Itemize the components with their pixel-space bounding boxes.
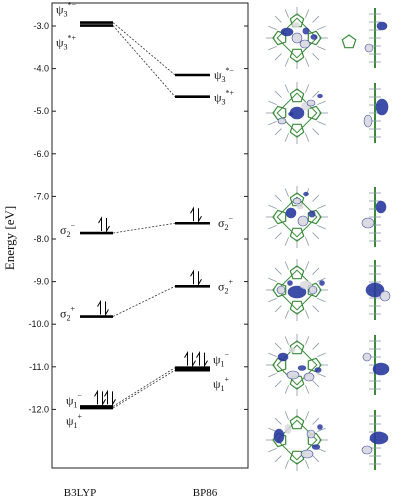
orbital-psi3-plus-side-view-image bbox=[363, 83, 389, 143]
electron-pair-icon bbox=[184, 350, 196, 368]
y-tick-label: -11.0 bbox=[29, 362, 49, 372]
y-ticks: -3.0 -4.0 -5.0 -6.0 -7.0 -8.0 -9.0 -10.0 -11.0 -1… bbox=[28, 21, 248, 414]
label-psi1p_bp: ψ1+ bbox=[213, 375, 230, 393]
energy-levels bbox=[80, 21, 210, 410]
orbital-psi3-plus-top-view-image bbox=[266, 82, 328, 144]
label-psi3m_bp: ψ3*− bbox=[214, 66, 235, 84]
label-psi1p_b3: ψ1+ bbox=[66, 412, 83, 430]
orbital-sigma2-minus-top-view-image bbox=[266, 186, 328, 248]
orbital-psi1-plus-side-view-image bbox=[361, 410, 389, 470]
electron-pair-icon bbox=[190, 269, 202, 287]
column-label-b3lyp: B3LYP bbox=[64, 487, 97, 499]
connector-psi3m_b3 bbox=[112, 22, 176, 76]
electron-pair-icon bbox=[97, 299, 109, 317]
electron-pair-icon bbox=[190, 206, 202, 224]
orbital-psi1-minus-side-view-image bbox=[362, 335, 390, 395]
label-sig2m_bp: σ2− bbox=[218, 214, 233, 232]
column-label-bp86: BP86 bbox=[193, 487, 218, 499]
connectors bbox=[112, 22, 176, 409]
y-tick-label: -10.0 bbox=[28, 319, 49, 329]
label-psi1m_bp: ψ1− bbox=[213, 351, 230, 369]
connector-sig2m_b3 bbox=[112, 222, 176, 234]
orbital-psi1-plus-top-view-image bbox=[266, 409, 328, 471]
orbital-psi3-minus-top-view-image bbox=[266, 7, 328, 69]
orbital-psi1-minus-top-view-image bbox=[266, 334, 328, 396]
orbital-sigma2-plus-top-view-image bbox=[266, 259, 328, 321]
label-psi3p_b3: ψ3*+ bbox=[56, 34, 77, 52]
electron-pair-icon bbox=[104, 389, 116, 407]
connector-psi3p_b3 bbox=[112, 25, 176, 97]
y-tick-label: -7.0 bbox=[33, 191, 49, 201]
orbital-psi3-minus-side-view-image bbox=[341, 8, 388, 68]
label-psi3p_bp: ψ3*+ bbox=[214, 89, 235, 107]
y-tick-label: -9.0 bbox=[33, 277, 49, 287]
connector-sig2p_b3 bbox=[112, 285, 176, 317]
y-tick-label: -6.0 bbox=[33, 149, 49, 159]
y-tick-label: -4.0 bbox=[33, 64, 49, 74]
y-tick-label: -3.0 bbox=[33, 21, 49, 31]
y-tick-label: -8.0 bbox=[33, 234, 49, 244]
electron-pair-icon bbox=[94, 389, 106, 407]
plot-frame bbox=[51, 2, 249, 469]
label-sig2p_b3: σ2+ bbox=[60, 305, 75, 323]
label-sig2m_b3: σ2− bbox=[60, 221, 75, 239]
level-labels: ψ3*−ψ3*+σ2−σ2+ψ1−ψ1+ψ3*−ψ3*+σ2−σ2+ψ1−ψ1+ bbox=[56, 1, 235, 431]
connector-psi1p_b3 bbox=[112, 369, 176, 409]
y-axis-label: Energy [eV] bbox=[2, 206, 17, 270]
y-tick-label: -5.0 bbox=[33, 106, 49, 116]
y-tick-label: -12.0 bbox=[28, 404, 49, 414]
orbital-images bbox=[266, 7, 391, 471]
electron-pair-icon bbox=[98, 216, 110, 233]
orbital-sigma2-plus-side-view-image bbox=[365, 260, 391, 320]
orbital-sigma2-minus-side-view-image bbox=[361, 187, 387, 247]
electron-pair-icon bbox=[196, 350, 208, 368]
label-sig2p_bp: σ2+ bbox=[218, 277, 233, 295]
connector-psi1m_b3 bbox=[112, 367, 176, 407]
